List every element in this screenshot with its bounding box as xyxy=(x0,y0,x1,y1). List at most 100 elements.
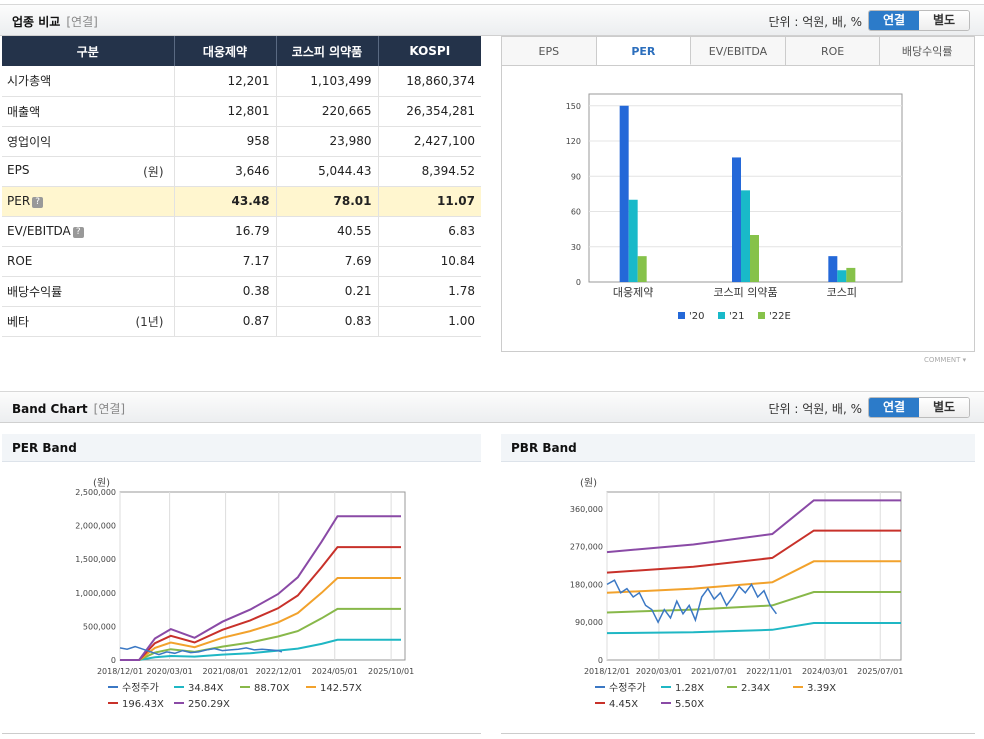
pbr-band-panel: PBR Band 2018/12/01 2020/03/01 2021/07/01 2… xyxy=(501,434,975,734)
y-axis-unit: (원) xyxy=(93,477,110,489)
y-tick-label: 2,500,000 xyxy=(75,488,116,497)
series-line-4.45X xyxy=(606,529,901,574)
per-bar-chart-box: 0 30 60 90 120 150 대웅제약 코스피 의약품 코스피 '20 '21 '22E xyxy=(501,66,975,352)
bar-22E-0 xyxy=(637,256,647,282)
table-row: PER? 43.48 78.01 11.07 xyxy=(2,186,481,217)
table-cell: 26,354,281 xyxy=(378,96,481,127)
table-row: 영업이익 958 23,980 2,427,100 xyxy=(2,126,481,157)
y-tick-label: 120 xyxy=(566,137,581,146)
row-label-text: ROE xyxy=(7,254,33,268)
x-tick-label: 2021/07/01 xyxy=(691,667,737,676)
bar-20-0 xyxy=(619,105,629,282)
bar-20-1 xyxy=(732,157,741,282)
x-tick-label: 2018/12/01 xyxy=(97,667,143,676)
bar-20-2 xyxy=(828,256,838,282)
x-tick-label: 2024/05/01 xyxy=(312,667,358,676)
legend-label: 250.29X xyxy=(188,699,230,710)
row-label-text: 시가총액 xyxy=(7,74,52,89)
table-cell: 0.21 xyxy=(276,276,379,307)
separate-button[interactable]: 별도 xyxy=(919,11,969,30)
table-cell: 6.83 xyxy=(378,216,481,247)
legend-label: 5.50X xyxy=(675,699,704,710)
help-icon[interactable]: ? xyxy=(72,227,84,238)
table-cell: 1.78 xyxy=(378,276,481,307)
unit-label: 단위 : 억원, 배, % xyxy=(768,15,862,29)
industry-compare-header: 업종 비교 [연결] 단위 : 억원, 배, % 연결 별도 xyxy=(0,4,984,36)
tab-ev-ebitda[interactable]: EV/EBITDA xyxy=(691,37,786,65)
table-cell: 0.38 xyxy=(174,276,277,307)
band-separate-button[interactable]: 별도 xyxy=(919,398,969,417)
x-tick-label: 2020/03/01 xyxy=(147,667,193,676)
consolidation-toggle: 연결 별도 xyxy=(868,10,970,31)
table-cell: 23,980 xyxy=(276,126,379,157)
per-band-chart: 2018/12/01 2020/03/01 2021/08/01 2022/12/01… xyxy=(75,477,414,710)
series-line-3.39X xyxy=(606,560,901,594)
header-sector: 코스피 의약품 xyxy=(276,36,379,66)
x-tick-label: 코스피 의약품 xyxy=(713,285,777,299)
table-cell: 12,801 xyxy=(174,96,277,127)
tab-eps[interactable]: EPS xyxy=(502,37,597,65)
table-cell: 958 xyxy=(174,126,277,157)
header-market: KOSPI xyxy=(378,36,481,66)
table-cell: 12,201 xyxy=(174,66,277,97)
row-label: 시가총액 xyxy=(2,66,175,97)
legend-label: 1.28X xyxy=(675,683,704,694)
legend-label: 196.43X xyxy=(122,699,164,710)
row-label-text: 영업이익 xyxy=(7,134,52,149)
y-axis-unit: (원) xyxy=(580,477,597,489)
table-cell: 5,044.43 xyxy=(276,156,379,187)
series-line-250.29X xyxy=(120,515,401,661)
help-icon[interactable]: ? xyxy=(32,197,44,208)
table-cell: 16.79 xyxy=(174,216,277,247)
legend-swatch xyxy=(718,312,725,319)
plot-frame xyxy=(606,491,902,661)
y-tick-label: 180,000 xyxy=(570,580,603,589)
x-tick-label: 2022/11/01 xyxy=(746,667,792,676)
row-label: 배당수익률 xyxy=(2,276,175,307)
tab-dividend-yield[interactable]: 배당수익률 xyxy=(880,37,974,65)
bar-21-0 xyxy=(628,199,638,282)
row-label: 영업이익 xyxy=(2,126,175,157)
comment-toggle[interactable]: COMMENT ▾ xyxy=(924,356,967,364)
table-cell: 1.00 xyxy=(378,306,481,337)
table-row: 베타 (1년) 0.87 0.83 1.00 xyxy=(2,306,481,337)
table-cell: 7.17 xyxy=(174,246,277,277)
x-tick-label: 대웅제약 xyxy=(613,285,653,299)
y-tick-label: 2,000,000 xyxy=(75,522,116,531)
series-line-88.70X xyxy=(120,607,401,661)
y-tick-label: 150 xyxy=(566,102,581,111)
series-line-1.28X xyxy=(606,622,901,635)
x-tick-label: 2020/03/01 xyxy=(636,667,682,676)
per-band-panel: PER Band 2018/12/01 2020/03/01 2021/08/01 2… xyxy=(2,434,481,734)
band-chart-header: Band Chart [연결] 단위 : 억원, 배, % 연결 별도 xyxy=(0,391,984,423)
table-cell: 0.87 xyxy=(174,306,277,337)
legend-label: 88.70X xyxy=(254,683,290,694)
x-tick-label: 2025/10/01 xyxy=(368,667,414,676)
y-tick-label: 0 xyxy=(111,656,116,665)
comparison-table: 구분 대웅제약 코스피 의약품 KOSPI 시가총액 12,201 1,103,49… xyxy=(2,36,481,337)
legend-swatch xyxy=(758,312,765,319)
table-cell: 2,427,100 xyxy=(378,126,481,157)
legend-label: '22E xyxy=(769,311,791,322)
row-label: 베타 (1년) xyxy=(2,306,175,337)
table-row: EV/EBITDA? 16.79 40.55 6.83 xyxy=(2,216,481,247)
legend-label: 수정주가 xyxy=(609,682,646,694)
row-label-text: 배당수익률 xyxy=(7,284,63,299)
table-cell: 0.83 xyxy=(276,306,379,337)
legend-label: 3.39X xyxy=(807,683,836,694)
table-row: 배당수익률 0.38 0.21 1.78 xyxy=(2,276,481,307)
y-tick-label: 270,000 xyxy=(570,543,603,552)
consolidated-button[interactable]: 연결 xyxy=(869,11,919,30)
bar-21-2 xyxy=(837,270,847,282)
band-consolidated-button[interactable]: 연결 xyxy=(869,398,919,417)
row-label: EV/EBITDA? xyxy=(2,216,175,247)
legend-swatch xyxy=(678,312,685,319)
y-tick-label: 360,000 xyxy=(570,505,603,514)
x-tick-label: 2021/08/01 xyxy=(203,667,249,676)
tab-roe[interactable]: ROE xyxy=(785,37,881,65)
legend-label: 4.45X xyxy=(609,699,638,710)
band-unit-label: 단위 : 억원, 배, % xyxy=(768,402,862,416)
tab-per[interactable]: PER xyxy=(596,37,692,65)
band-consolidation-toggle: 연결 별도 xyxy=(868,397,970,418)
y-tick-label: 90,000 xyxy=(575,618,603,627)
